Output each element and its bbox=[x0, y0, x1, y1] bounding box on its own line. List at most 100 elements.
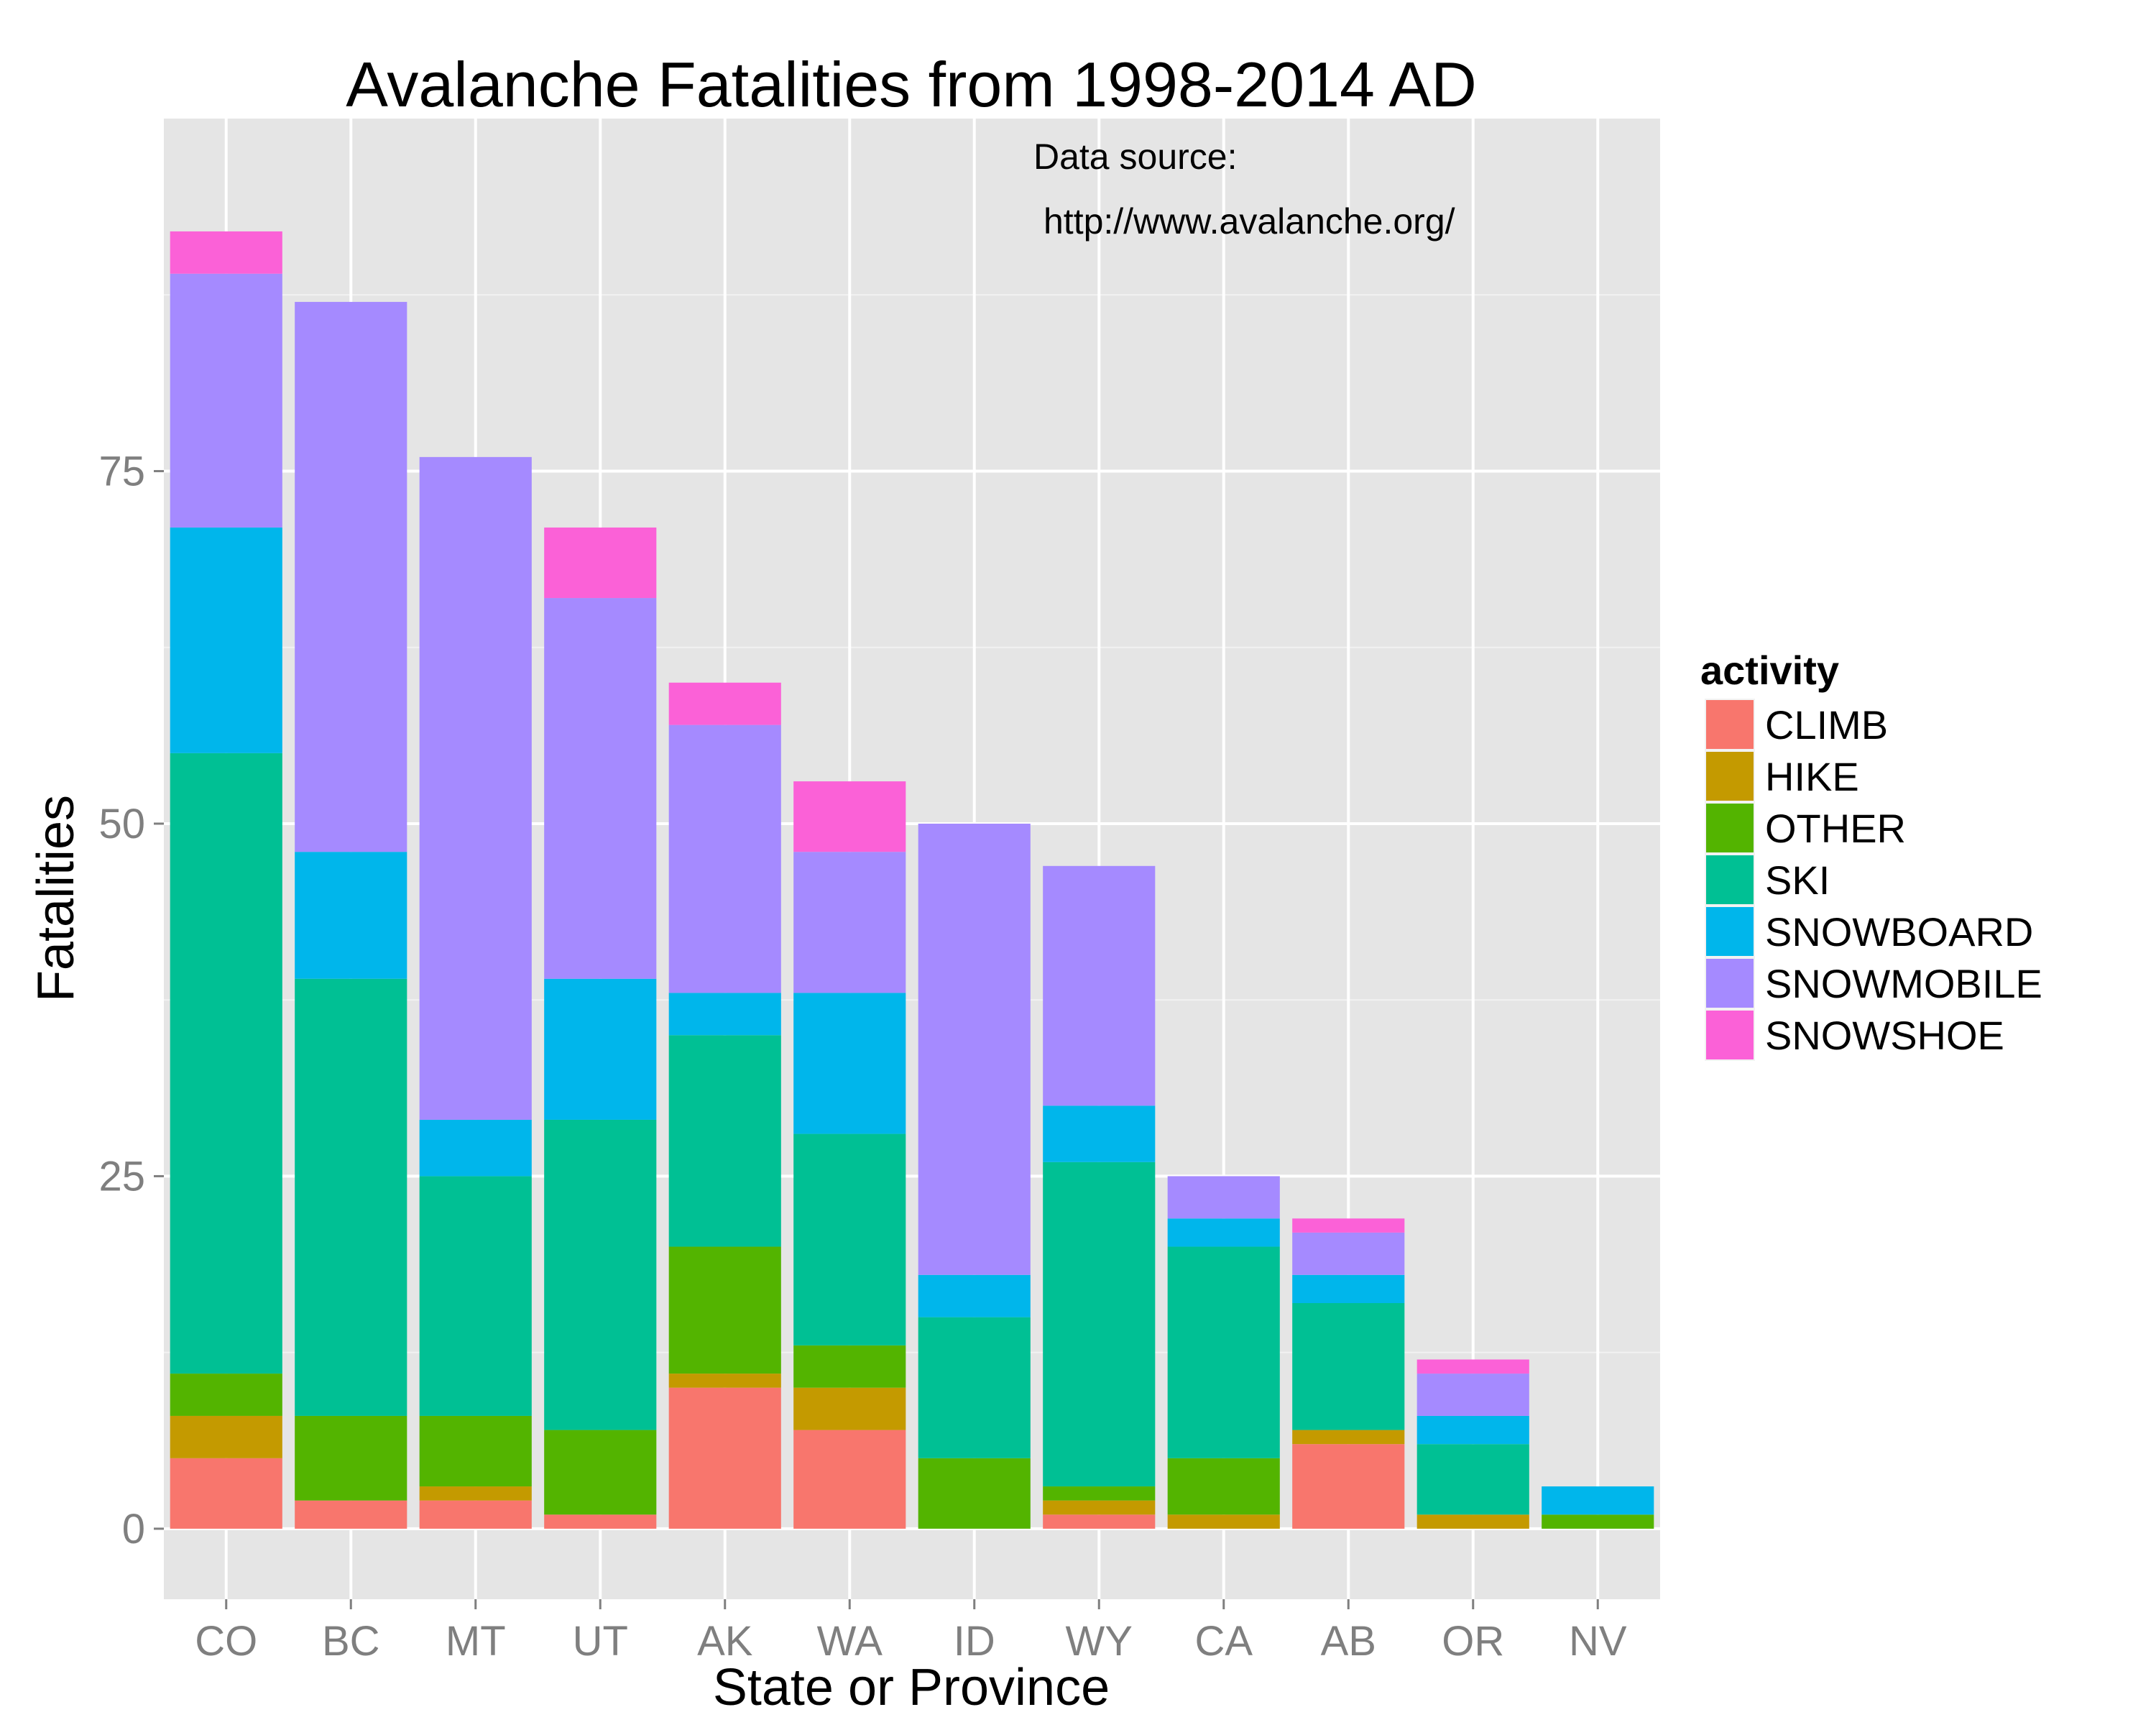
legend-label-hike: HIKE bbox=[1765, 754, 1859, 799]
bar-segment-ca-ski bbox=[1167, 1246, 1280, 1458]
bar-segment-ut-snowmobile bbox=[544, 598, 657, 979]
bar-segment-ab-ski bbox=[1292, 1303, 1405, 1430]
chart-title: Avalanche Fatalities from 1998-2014 AD bbox=[346, 49, 1477, 120]
x-tick-label: AK bbox=[697, 1618, 753, 1665]
bar-segment-co-other bbox=[170, 1374, 282, 1416]
legend-title: activity bbox=[1700, 648, 1839, 693]
legend-label-snowshoe: SNOWSHOE bbox=[1765, 1013, 2004, 1058]
annotation-line-2: http://www.avalanche.org/ bbox=[1044, 201, 1455, 242]
bar-segment-mt-hike bbox=[419, 1486, 532, 1501]
legend-label-snowboard: SNOWBOARD bbox=[1765, 909, 2033, 954]
y-tick-label: 25 bbox=[98, 1153, 145, 1200]
bar-segment-co-snowmobile bbox=[170, 273, 282, 528]
bar-segment-id-other bbox=[918, 1458, 1031, 1529]
bar-segment-or-ski bbox=[1416, 1444, 1529, 1515]
bar-segment-id-snowboard bbox=[918, 1274, 1031, 1317]
legend-key-climb bbox=[1706, 700, 1754, 749]
legend: activity CLIMB HIKE OTHER SKI SNOWBOARD SNOWM… bbox=[1700, 648, 2042, 1061]
bar-segment-nv-snowboard bbox=[1542, 1486, 1654, 1515]
bar-segment-bc-snowboard bbox=[295, 852, 407, 979]
x-axis-title: State or Province bbox=[713, 1659, 1110, 1716]
bar-segment-wy-climb bbox=[1043, 1514, 1156, 1529]
bar-segment-ab-climb bbox=[1292, 1444, 1405, 1529]
bar-segment-wa-climb bbox=[793, 1430, 906, 1529]
bar-segment-ab-hike bbox=[1292, 1430, 1405, 1445]
bar-segment-wa-ski bbox=[793, 1133, 906, 1346]
bar-segment-ut-snowshoe bbox=[544, 527, 657, 599]
x-tick-label: AB bbox=[1321, 1618, 1376, 1665]
bar-segment-ca-snowmobile bbox=[1167, 1176, 1280, 1219]
bar-segment-wa-snowshoe bbox=[793, 781, 906, 852]
legend-key-other bbox=[1706, 804, 1754, 852]
legend-label-snowmobile: SNOWMOBILE bbox=[1765, 961, 2042, 1006]
legend-key-ski bbox=[1706, 855, 1754, 904]
bar-segment-ca-hike bbox=[1167, 1514, 1280, 1529]
bar-segment-co-snowboard bbox=[170, 527, 282, 753]
bar-segment-ak-snowboard bbox=[668, 993, 781, 1036]
bar-segment-wa-snowmobile bbox=[793, 852, 906, 993]
bar-segment-ab-snowshoe bbox=[1292, 1218, 1405, 1233]
bar-segment-wa-other bbox=[793, 1345, 906, 1388]
bar-segment-ut-ski bbox=[544, 1119, 657, 1430]
legend-key-snowboard bbox=[1706, 907, 1754, 956]
bar-segment-wa-hike bbox=[793, 1387, 906, 1430]
bar-segment-co-climb bbox=[170, 1458, 282, 1529]
bar-segment-ak-snowmobile bbox=[668, 724, 781, 993]
bar-segment-or-snowshoe bbox=[1416, 1359, 1529, 1374]
bar-segment-bc-ski bbox=[295, 978, 407, 1416]
x-tick-label: OR bbox=[1442, 1618, 1504, 1665]
bar-segment-or-snowboard bbox=[1416, 1415, 1529, 1445]
bar-segment-ca-snowboard bbox=[1167, 1218, 1280, 1247]
x-tick-label: ID bbox=[954, 1618, 995, 1665]
bar-segment-ab-snowboard bbox=[1292, 1274, 1405, 1303]
x-tick-label: CO bbox=[195, 1618, 257, 1665]
bar-segment-mt-climb bbox=[419, 1500, 532, 1529]
bar-segment-mt-snowboard bbox=[419, 1119, 532, 1177]
bar-segment-mt-other bbox=[419, 1415, 532, 1487]
y-tick-label: 50 bbox=[98, 801, 145, 847]
bar-segment-wy-other bbox=[1043, 1486, 1156, 1501]
legend-label-climb: CLIMB bbox=[1765, 702, 1888, 748]
x-tick-label: BC bbox=[322, 1618, 380, 1665]
bar-segment-ak-climb bbox=[668, 1387, 781, 1529]
legend-key-snowmobile bbox=[1706, 959, 1754, 1008]
legend-key-snowshoe bbox=[1706, 1011, 1754, 1059]
x-tick-label: NV bbox=[1569, 1618, 1627, 1665]
bar-segment-ut-other bbox=[544, 1430, 657, 1515]
bar-segment-bc-other bbox=[295, 1415, 407, 1501]
bar-segment-mt-snowmobile bbox=[419, 456, 532, 1120]
bar-segment-co-ski bbox=[170, 753, 282, 1374]
bar-segment-id-ski bbox=[918, 1317, 1031, 1458]
x-axis: CO BC MT UT AK WA ID WY CA AB OR NV bbox=[195, 1599, 1627, 1665]
x-tick-label: UT bbox=[573, 1618, 628, 1665]
bar-segment-wy-hike bbox=[1043, 1500, 1156, 1515]
bar-segment-ut-snowboard bbox=[544, 978, 657, 1120]
x-tick-label: WA bbox=[817, 1618, 883, 1665]
x-tick-label: WY bbox=[1066, 1618, 1133, 1665]
bar-segment-nv-other bbox=[1542, 1514, 1654, 1529]
bar-segment-ak-snowshoe bbox=[668, 682, 781, 725]
annotation-line-1: Data source: bbox=[1033, 137, 1237, 177]
bar-segment-wy-ski bbox=[1043, 1162, 1156, 1487]
bar-segment-bc-climb bbox=[295, 1500, 407, 1529]
bar-segment-mt-ski bbox=[419, 1176, 532, 1416]
bar-segment-co-hike bbox=[170, 1415, 282, 1458]
bar-segment-ut-climb bbox=[544, 1514, 657, 1529]
bar-segment-ab-snowmobile bbox=[1292, 1232, 1405, 1275]
x-tick-label: CA bbox=[1194, 1618, 1253, 1665]
y-tick-label: 75 bbox=[98, 448, 145, 494]
bar-segment-wy-snowmobile bbox=[1043, 865, 1156, 1106]
y-axis: 0 25 50 75 bbox=[98, 448, 164, 1552]
bar-segment-co-snowshoe bbox=[170, 231, 282, 274]
y-axis-title: Fatalities bbox=[27, 795, 85, 1002]
bar-segment-wa-snowboard bbox=[793, 993, 906, 1134]
legend-label-ski: SKI bbox=[1765, 857, 1830, 903]
y-tick-label: 0 bbox=[122, 1506, 145, 1552]
x-tick-label: MT bbox=[446, 1618, 506, 1665]
bar-segment-wy-snowboard bbox=[1043, 1105, 1156, 1162]
bar-segment-bc-snowmobile bbox=[295, 302, 407, 852]
bars bbox=[170, 231, 1654, 1529]
legend-key-hike bbox=[1706, 752, 1754, 801]
bar-segment-ak-hike bbox=[668, 1374, 781, 1388]
